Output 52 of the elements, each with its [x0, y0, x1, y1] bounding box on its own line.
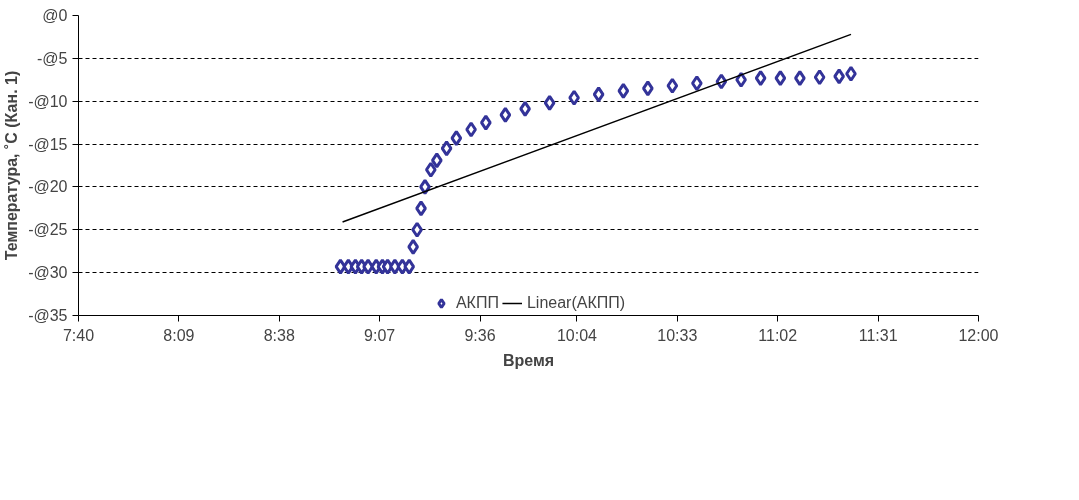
point [419, 178, 431, 195]
point [592, 86, 605, 103]
point [411, 221, 423, 238]
y-tick-label: -@10 [28, 92, 68, 110]
point [499, 106, 512, 123]
point [362, 258, 374, 275]
point [407, 238, 419, 255]
point [691, 75, 703, 92]
point [440, 140, 453, 157]
x-tick-label: 12:00 [958, 326, 999, 344]
point [735, 71, 747, 88]
x-tick-label: 8:38 [263, 326, 295, 344]
point [774, 70, 787, 87]
legend-label: Linear(АКПП) [526, 294, 626, 312]
point [415, 200, 427, 217]
point [465, 121, 477, 138]
x-tick-label: 8:09 [163, 326, 195, 344]
x-axis-title: Время [502, 351, 555, 369]
point [845, 65, 857, 82]
x-tick-label: 11:02 [758, 326, 798, 344]
point [403, 258, 416, 275]
y-tick-label: -@5 [37, 49, 68, 67]
point [450, 130, 463, 147]
point [813, 69, 826, 86]
point [568, 89, 580, 106]
y-tick-label: -@15 [28, 135, 68, 153]
point [543, 94, 556, 111]
y-tick-label: -@20 [28, 178, 68, 196]
point [389, 258, 401, 275]
legend-label: АКПП [455, 294, 499, 312]
x-tick-label: 10:33 [657, 326, 698, 344]
y-tick-label: @0 [42, 7, 68, 24]
y-axis-title: Температура, ˚С (Кан. 1) [3, 70, 21, 261]
point [833, 68, 845, 85]
y-tick-label: -@35 [28, 307, 68, 324]
point [754, 70, 767, 87]
point [424, 161, 437, 178]
y-tick-label: -@30 [28, 264, 68, 282]
point [617, 82, 630, 99]
x-tick-label: 7:40 [62, 326, 95, 344]
x-tick-label: 11:31 [858, 326, 898, 344]
x-tick-label: 9:36 [464, 326, 496, 344]
point [480, 114, 492, 131]
x-tick-label: 10:04 [556, 326, 598, 344]
point [642, 80, 654, 97]
point [666, 77, 679, 94]
y-tick-label: -@25 [28, 221, 68, 239]
point [794, 70, 806, 87]
x-tick-label: 9:07 [364, 326, 396, 344]
point [519, 100, 531, 117]
point [431, 152, 443, 169]
point [334, 258, 347, 275]
